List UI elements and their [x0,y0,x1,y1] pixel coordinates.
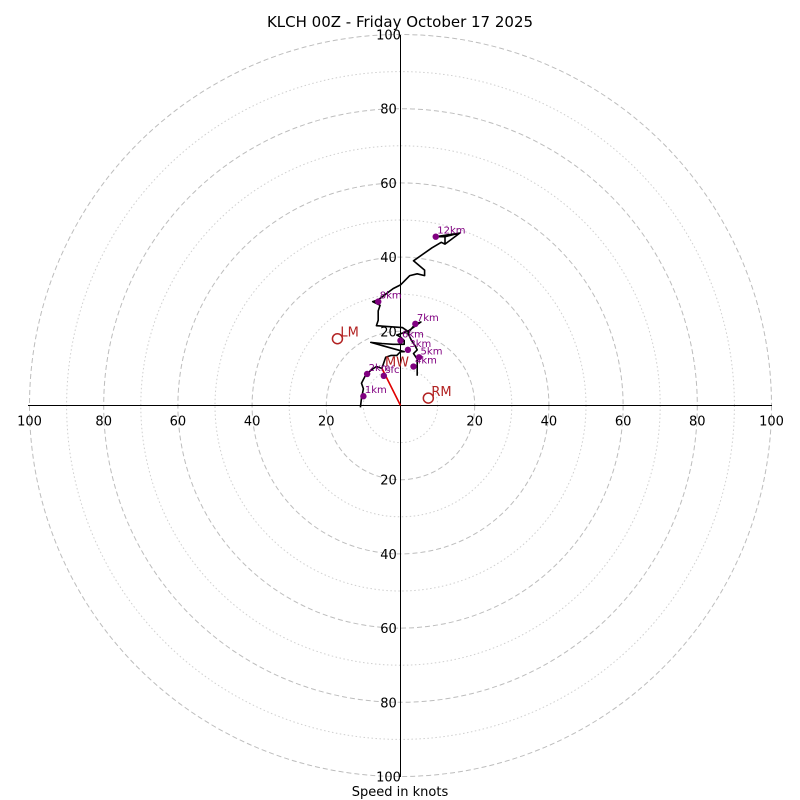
x-axis-label: Speed in knots [352,785,449,800]
tick-east-60: 60 [615,415,632,430]
tick-south-60: 60 [380,622,397,637]
height-label-6km: 6km [402,330,424,341]
tick-north-20: 20 [380,325,397,340]
tick-west-40: 40 [244,415,261,430]
height-marker-7km [412,320,419,328]
tick-west-60: 60 [170,415,187,430]
height-label-12km: 12km [437,226,465,237]
axis-tick-labels: 20 20 20 20 40 40 40 40 60 60 60 60 80 80 80 80 100 100 10… [17,29,784,786]
height-label-8km: 8km [380,291,402,302]
height-marker-3km [404,346,412,354]
tick-east-80: 80 [689,415,706,430]
storm-motion-rm-label: RM [431,385,451,400]
tick-north-80: 80 [380,103,397,118]
tick-west-20: 20 [318,415,335,430]
tick-east-40: 40 [541,415,558,430]
height-marker-2km [363,370,371,378]
tick-west-80: 80 [95,415,112,430]
height-marker-1km [360,393,367,400]
tick-east-20: 20 [466,415,483,430]
height-marker-4km [410,363,417,370]
tick-south-20: 20 [380,474,397,489]
height-label-3km: 3km [409,339,431,350]
height-label-4km: 4km [415,356,437,367]
tick-west-100: 100 [17,415,42,430]
height-marker-5km [415,354,423,361]
height-label-7km: 7km [417,313,439,324]
tick-east-100: 100 [759,415,784,430]
storm-motion-lm-marker [331,332,344,345]
storm-motion-lm-label: LM [340,326,358,341]
tick-south-40: 40 [380,548,397,563]
tick-south-100: 100 [376,771,401,786]
height-marker-8km [375,298,382,305]
storm-motion-rm-marker [422,392,435,404]
height-marker-sfc [380,372,388,380]
height-marker-12km [432,233,439,240]
hodograph-trace-group [359,232,461,408]
tick-south-80: 80 [380,696,397,711]
chart-title: KLCH 00Z - Friday October 17 2025 [267,13,533,31]
height-label-5km: 5km [421,346,443,357]
tick-north-60: 60 [380,177,397,192]
height-label-1km: 1km [365,385,387,396]
storm-motion-mw-label: MW [385,355,409,370]
hodograph-line [359,232,461,408]
tick-north-100: 100 [376,29,401,44]
height-label-2km: 2km [369,363,391,374]
tick-north-40: 40 [380,251,397,266]
height-label-sfc: sfc [385,365,399,376]
height-marker-6km [397,337,404,344]
